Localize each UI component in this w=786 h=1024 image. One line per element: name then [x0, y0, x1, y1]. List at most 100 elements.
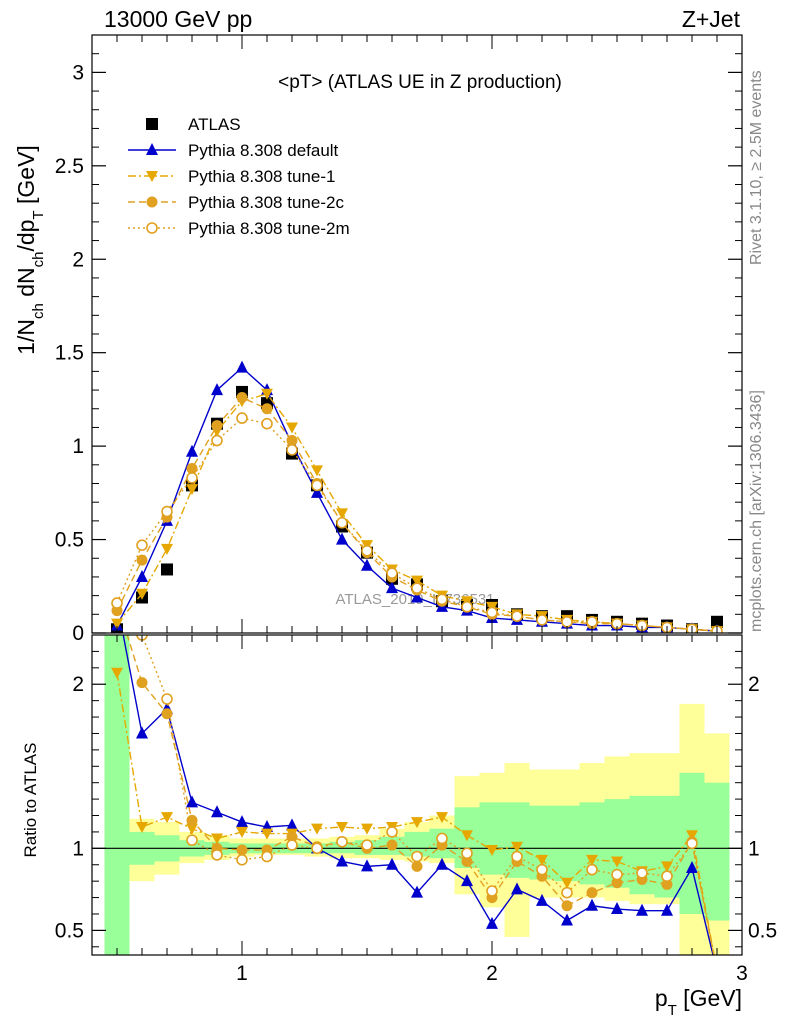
ratio-point-1-17 [536, 854, 548, 866]
ratio-point-0-19 [586, 898, 598, 911]
x-tick-label-2: 3 [736, 962, 748, 985]
main-point-4-17 [536, 614, 548, 626]
ratio-point-0-16 [511, 882, 523, 895]
main-point-1-8 [311, 485, 323, 498]
mcplots-label: mcplots.cern.ch [arXiv:1306.3436] [748, 390, 765, 632]
ratio-point-0-13 [436, 857, 448, 870]
main-point-2-3 [186, 484, 198, 496]
ratio-point-3-22 [661, 870, 673, 883]
legend-label-1: Pythia 8.308 default [188, 141, 339, 160]
ratio-point-3-21 [636, 867, 648, 879]
x-axis-label: pT [GeV] [655, 985, 742, 1019]
main-point-4-13 [436, 593, 448, 606]
ratio-point-0-17 [536, 893, 548, 906]
ratio-point-3-4 [211, 849, 223, 861]
ratio-point-0-11 [386, 857, 398, 870]
main-y-axis-label: 1/Nch dNch/dpT [GeV] [13, 145, 47, 355]
legend-entry-2: Pythia 8.308 tune-1 [128, 167, 335, 186]
ratio-point-3-15 [486, 885, 498, 897]
legend-entry-4: Pythia 8.308 tune-2m [128, 219, 350, 238]
main-point-2-6 [261, 388, 273, 400]
ratio-point-3-17 [536, 863, 548, 876]
ratio-point-1-13 [436, 812, 448, 824]
ratio-ytick-label-2: 2 [72, 673, 84, 696]
ratio-point-3-11 [386, 826, 398, 838]
ratio-point-1-19 [586, 854, 598, 866]
main-point-0-2 [161, 563, 173, 576]
ratio-point-1-22 [661, 861, 673, 873]
ratio-y-axis-label: Ratio to ATLAS [21, 743, 40, 858]
main-title: <pT> (ATLAS UE in Z production) [278, 72, 562, 93]
legend-marker-4 [146, 222, 158, 234]
main-point-4-9 [336, 516, 348, 529]
ratio-point-1-14 [461, 830, 473, 842]
ratio-point-3-2 [161, 693, 173, 705]
main-point-2-2 [161, 543, 173, 555]
ratio-point-3-20 [611, 868, 623, 881]
legend: ATLAS Pythia 8.308 default Pythia 8.308 tu… [128, 115, 350, 238]
main-point-2-1 [136, 588, 148, 600]
main-point-1-3 [186, 444, 198, 457]
main-point-1-4 [211, 383, 223, 396]
main-series-4 [111, 412, 723, 633]
main-point-4-16 [511, 610, 523, 622]
legend-label-0: ATLAS [188, 115, 241, 134]
main-point-4-18 [561, 615, 573, 628]
main-ytick-label-5: 2.5 [55, 155, 84, 178]
rivet-label: Rivet 3.1.10, ≥ 2.5M events [748, 70, 765, 265]
ratio-series [111, 635, 723, 976]
ratio-ytick-label-right-2: 2 [748, 673, 760, 696]
ratio-point-0-21 [636, 903, 648, 916]
main-ytick-label-2: 1 [72, 435, 84, 458]
main-point-1-10 [361, 558, 373, 571]
main-point-0-24 [711, 615, 723, 628]
ratio-ticks: 0.5 0.5 1 1 2 2 1 2 3 [55, 635, 777, 985]
main-point-4-0 [111, 597, 123, 609]
ratio-point-0-7 [286, 818, 298, 831]
ratio-point-3-13 [436, 832, 448, 845]
ratio-point-2-20 [611, 877, 623, 889]
ratio-point-3-16 [511, 850, 523, 863]
ratio-point-2-18 [561, 900, 573, 912]
ratio-point-0-22 [661, 903, 673, 916]
ratio-point-0-15 [486, 916, 498, 929]
ratio-point-2-14 [461, 855, 473, 867]
x-tick-label-0: 1 [236, 962, 248, 985]
ratio-band-1-bin-24 [704, 782, 730, 921]
legend-marker-0 [146, 118, 158, 130]
ratio-point-1-10 [361, 823, 373, 835]
main-point-3-3 [186, 463, 198, 475]
main-ticks: 0 0.5 1 1.5 2 2.5 3 [55, 35, 742, 645]
ratio-point-0-23 [686, 861, 698, 874]
main-point-4-11 [386, 567, 398, 580]
ratio-point-2-5 [236, 844, 248, 856]
header-left: 13000 GeV pp [104, 6, 252, 32]
ratio-point-1-16 [511, 841, 523, 853]
ratio-point-3-9 [336, 835, 348, 848]
ratio-point-0-24 [711, 964, 723, 976]
ratio-point-1-18 [561, 877, 573, 889]
ratio-point-1-12 [411, 817, 423, 829]
main-point-4-15 [486, 606, 498, 619]
ratio-point-3-18 [561, 886, 573, 899]
ratio-band-1-bin-15 [479, 802, 505, 875]
main-point-4-2 [161, 505, 173, 518]
ratio-band-1-bin-0 [104, 635, 130, 955]
ratio-ytick-label-1: 1 [72, 837, 84, 860]
main-point-4-12 [411, 582, 423, 594]
main-ytick-label-1: 0.5 [55, 529, 84, 552]
ratio-point-1-9 [336, 822, 348, 833]
x-tick-label-1: 2 [486, 962, 498, 985]
main-point-4-8 [311, 479, 323, 492]
ratio-ytick-label-right-1: 1 [748, 837, 760, 860]
ratio-point-0-10 [361, 859, 373, 872]
ratio-point-0-4 [211, 805, 223, 818]
legend-label-4: Pythia 8.308 tune-2m [188, 219, 350, 238]
main-point-4-1 [136, 539, 148, 551]
main-point-4-14 [461, 601, 473, 613]
ratio-point-2-22 [661, 878, 673, 890]
ratio-point-3-3 [186, 834, 198, 846]
ratio-point-2-12 [411, 860, 423, 872]
main-point-1-11 [386, 581, 398, 594]
ratio-point-1-3 [186, 823, 198, 835]
